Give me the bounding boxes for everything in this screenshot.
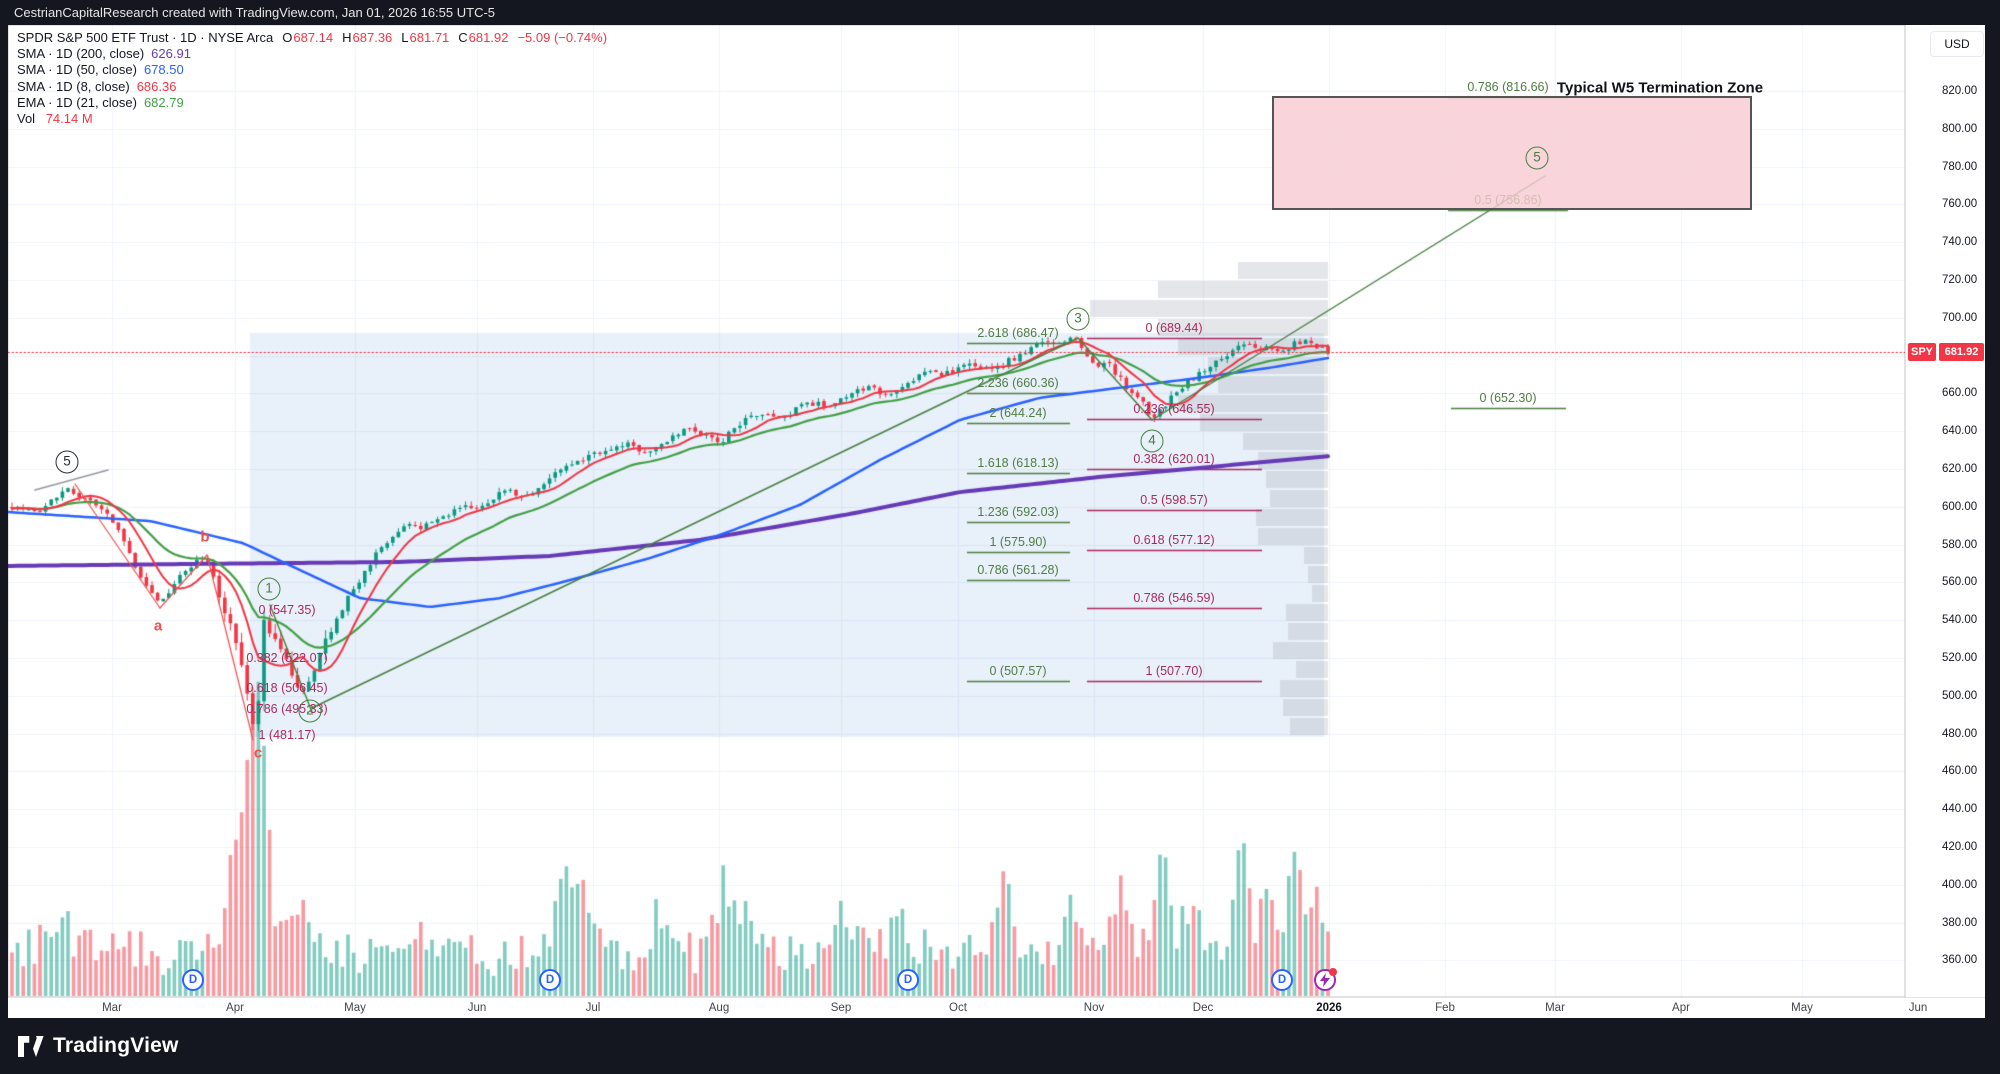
time-tick-label: 2026 — [1316, 1002, 1342, 1014]
time-tick-label: Nov — [1083, 1002, 1105, 1014]
price-tick-label: 440.00 — [1942, 803, 1978, 816]
time-tick-label: May — [1791, 1002, 1813, 1014]
price-tick-label: 780.00 — [1942, 160, 1978, 173]
price-tick-label: 740.00 — [1942, 236, 1978, 249]
price-tick-label: 460.00 — [1942, 765, 1978, 778]
time-axis[interactable]: Mar Apr May Jun Jul Aug Sep Oct Nov Dec 2026 Feb Mar… — [8, 997, 1985, 1019]
price-tick-label: 720.00 — [1942, 274, 1978, 286]
price-tick-label: 360.00 — [1942, 954, 1978, 967]
price-tick-label: 700.00 — [1942, 311, 1978, 324]
price-tick-label: 560.00 — [1942, 576, 1978, 589]
price-axis[interactable]: USD 820.00 800.00 780.00 760.00 740.00 720.00… — [1905, 25, 1986, 1018]
time-tick-label: Oct — [949, 1002, 967, 1014]
time-tick-label: Apr — [1672, 1002, 1690, 1014]
time-tick-label: Aug — [708, 1002, 730, 1014]
time-tick-label: Jun — [1908, 1002, 1928, 1014]
price-tick-label: 620.00 — [1942, 463, 1978, 475]
time-tick-label: May — [344, 1002, 366, 1014]
last-price-badge[interactable]: 681.92 — [1939, 343, 1984, 361]
time-tick-label: Jul — [585, 1002, 601, 1014]
watermark-bar: CestrianCapitalResearch created with Tra… — [0, 0, 2000, 25]
price-tick-label: 660.00 — [1942, 387, 1978, 400]
time-tick-label: Feb — [1435, 1002, 1455, 1014]
price-tick-label: 540.00 — [1942, 614, 1978, 627]
price-tick-label: 500.00 — [1942, 689, 1978, 702]
time-tick-label: Jun — [467, 1002, 487, 1014]
price-tick-label: 380.00 — [1942, 916, 1978, 929]
time-tick-label: Mar — [1545, 1002, 1565, 1014]
dividend-badge[interactable]: D — [539, 969, 561, 991]
time-tick-label: Dec — [1192, 1002, 1214, 1014]
price-tick-label: 580.00 — [1942, 538, 1978, 551]
events-flash-badge[interactable] — [1314, 968, 1337, 991]
watermark-text: CestrianCapitalResearch created with Tra… — [14, 5, 496, 20]
frame-right-edge — [1985, 25, 2000, 1018]
symbol-price-badge[interactable]: SPY — [1908, 343, 1936, 361]
notification-dot — [1329, 968, 1337, 976]
dividend-badge[interactable]: D — [1271, 969, 1293, 991]
time-tick-label: Apr — [226, 1002, 244, 1014]
tradingview-logo-text[interactable]: TradingView — [53, 1034, 179, 1057]
time-tick-label: Mar — [102, 1002, 122, 1014]
bottom-bar: TradingView — [0, 1018, 2000, 1074]
time-tick-label: Sep — [830, 1002, 852, 1014]
frame-left-edge — [0, 25, 8, 1018]
price-tick-label: 480.00 — [1942, 727, 1978, 740]
w5-termination-zone[interactable] — [1272, 96, 1752, 210]
lightning-icon — [1320, 973, 1330, 987]
price-tick-label: 760.00 — [1942, 198, 1978, 211]
tradingview-logo-icon[interactable] — [18, 1035, 45, 1058]
price-tick-label: 820.00 — [1942, 85, 1978, 97]
price-tick-label: 400.00 — [1942, 878, 1978, 891]
price-tick-label: 800.00 — [1942, 122, 1978, 135]
dividend-badge[interactable]: D — [897, 969, 919, 991]
price-tick-label: 520.00 — [1942, 652, 1978, 664]
currency-label[interactable]: USD — [1930, 31, 1984, 57]
price-tick-label: 640.00 — [1942, 425, 1978, 438]
price-tick-label: 420.00 — [1942, 841, 1978, 853]
dividend-badge[interactable]: D — [182, 969, 204, 991]
price-tick-label: 600.00 — [1942, 500, 1978, 513]
